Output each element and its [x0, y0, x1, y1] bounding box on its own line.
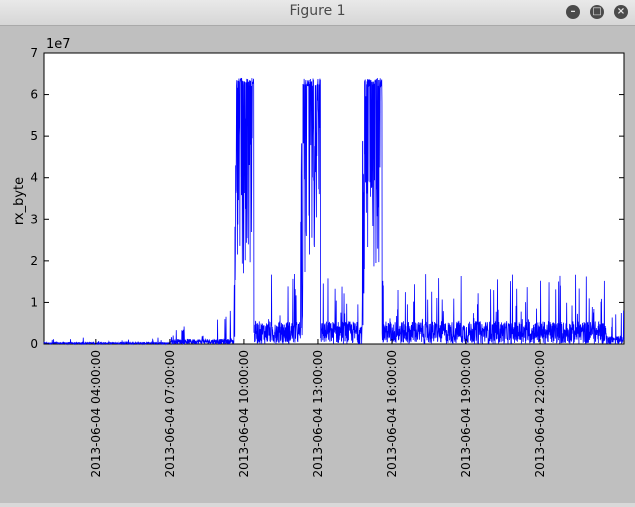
y-tick-label: 4 — [30, 171, 38, 185]
series-layer — [43, 77, 625, 346]
minimize-button[interactable]: – — [566, 5, 580, 19]
rx-byte-series-line — [43, 77, 625, 346]
y-tick-label: 5 — [30, 129, 38, 143]
y-tick-label: 2 — [30, 254, 38, 268]
y-tick-label: 6 — [30, 88, 38, 102]
x-tick-label: 2013-06-04 04:00:00 — [89, 350, 103, 477]
x-tick-label: 2013-06-04 16:00:00 — [385, 350, 399, 477]
x-tick-label: 2013-06-04 22:00:00 — [533, 350, 547, 477]
y-tick-label: 7 — [30, 46, 38, 60]
y-offset-label: 1e7 — [46, 37, 71, 52]
x-axis: 2013-06-04 04:00:00 2013-06-04 07:00:00 20… — [89, 339, 547, 477]
status-strip — [0, 503, 635, 507]
y-tick-label: 3 — [30, 212, 38, 226]
title-bar: Figure 1 – □ × — [0, 0, 635, 26]
maximize-button[interactable]: □ — [590, 5, 604, 19]
x-tick-label: 2013-06-04 10:00:00 — [237, 350, 251, 477]
window-title: Figure 1 — [289, 3, 346, 19]
y-tick-label: 1 — [30, 295, 38, 309]
y-axis: 0 1 2 3 4 5 6 7 — [30, 46, 624, 351]
x-tick-label: 2013-06-04 19:00:00 — [459, 350, 473, 477]
y-axis-label: rx_byte — [12, 177, 27, 225]
x-tick-label: 2013-06-04 07:00:00 — [163, 350, 177, 477]
x-tick-label: 2013-06-04 13:00:00 — [311, 350, 325, 477]
plot-area — [43, 52, 625, 345]
close-button[interactable]: × — [614, 5, 628, 19]
y-tick-label: 0 — [30, 337, 38, 351]
